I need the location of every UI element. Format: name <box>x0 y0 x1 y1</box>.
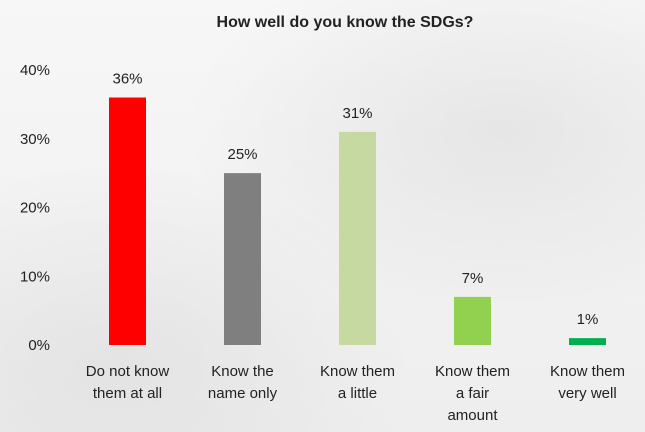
bars <box>109 97 606 345</box>
y-tick-label: 10% <box>20 268 50 285</box>
data-label: 1% <box>577 311 599 328</box>
y-tick-label: 30% <box>20 131 50 148</box>
x-tick-label: Do not know <box>86 363 170 380</box>
data-label: 25% <box>227 146 257 163</box>
bar <box>454 296 491 345</box>
x-tick-label: amount <box>447 407 498 424</box>
bar <box>569 338 606 345</box>
x-axis-labels: Do not know them at all Know the name only K… <box>86 363 625 424</box>
x-tick-label: a fair <box>456 385 489 402</box>
x-tick-label: Know the <box>211 363 274 380</box>
chart-title: How well do you know the SDGs? <box>217 14 474 31</box>
x-tick-label: name only <box>208 385 278 402</box>
x-tick-label: Know them <box>435 363 510 380</box>
bar <box>224 173 261 345</box>
bar <box>109 97 146 345</box>
y-axis-ticks: 0% 10% 20% 30% 40% <box>20 62 50 354</box>
x-tick-label: very well <box>558 385 616 402</box>
bar <box>339 131 376 345</box>
data-label: 36% <box>112 71 142 88</box>
y-tick-label: 20% <box>20 200 50 217</box>
x-tick-label: Know them <box>550 363 625 380</box>
y-tick-label: 0% <box>28 337 50 354</box>
x-tick-label: them at all <box>93 385 162 402</box>
y-tick-label: 40% <box>20 62 50 79</box>
data-labels: 36% 25% 31% 7% 1% <box>112 71 598 329</box>
x-tick-label: a little <box>338 385 377 402</box>
data-label: 7% <box>462 270 484 287</box>
x-tick-label: Know them <box>320 363 395 380</box>
data-label: 31% <box>342 105 372 122</box>
